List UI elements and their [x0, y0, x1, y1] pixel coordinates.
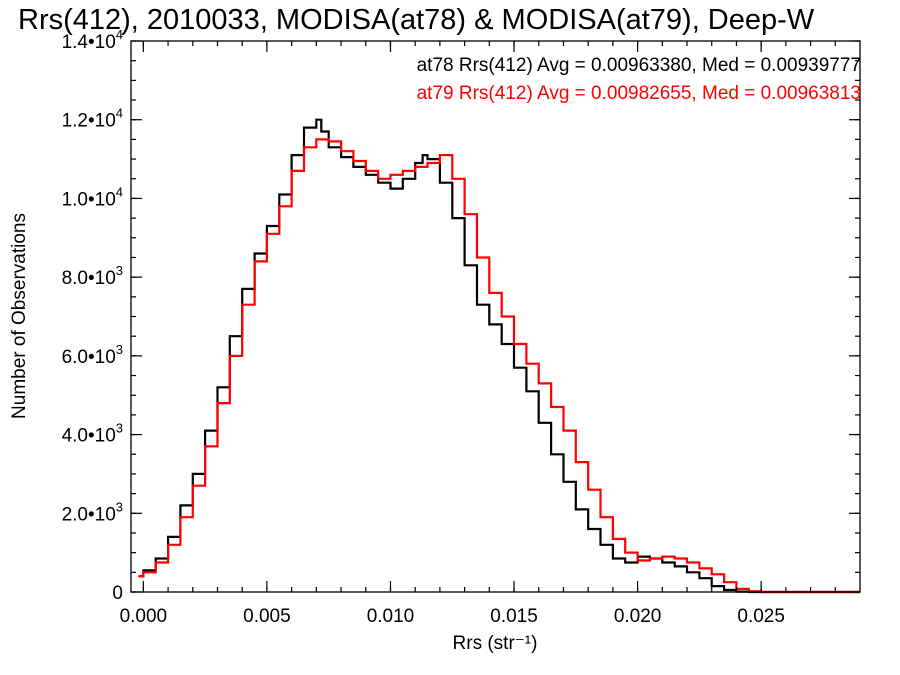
y-tick-labels: 0 2.0•103 4.0•103 6.0•103 8.0•103 1.0•104 1.2•… — [62, 27, 123, 604]
axis-ticks — [131, 40, 860, 593]
y-tick-label: 1.0•104 — [62, 184, 123, 210]
y-tick-label: 4.0•103 — [62, 421, 123, 447]
x-tick-label: 0.015 — [490, 606, 538, 627]
y-tick-label: 0 — [112, 583, 123, 604]
x-tick-label: 0.005 — [243, 606, 291, 627]
x-tick-label: 0.010 — [367, 606, 415, 627]
y-tick-label: 6.0•103 — [62, 342, 123, 368]
x-axis-label: Rrs (str⁻¹) — [453, 633, 538, 654]
chart-title: Rrs(412), 2010033, MODISA(at78) & MODISA… — [18, 4, 815, 36]
plot-marks — [138, 118, 860, 594]
y-axis-label: Number of Observations — [9, 213, 30, 419]
series-line-0 — [138, 118, 860, 594]
plot-frame — [130, 40, 861, 593]
legend-entry-at79: at79 Rrs(412) Avg = 0.00982655, Med = 0.… — [417, 83, 861, 104]
y-tick-label: 1.4•104 — [62, 27, 123, 53]
series-line-1 — [138, 138, 860, 594]
y-tick-label: 8.0•103 — [62, 263, 123, 289]
y-tick-label: 2.0•103 — [62, 499, 123, 525]
legend-entry-at78: at78 Rrs(412) Avg = 0.00963380, Med = 0.… — [417, 55, 861, 76]
x-tick-labels: 0.000 0.005 0.010 0.015 0.020 0.025 — [120, 606, 785, 627]
x-tick-label: 0.020 — [614, 606, 662, 627]
x-tick-label: 0.000 — [120, 606, 168, 627]
x-tick-label: 0.025 — [737, 606, 785, 627]
y-tick-label: 1.2•104 — [62, 106, 123, 132]
